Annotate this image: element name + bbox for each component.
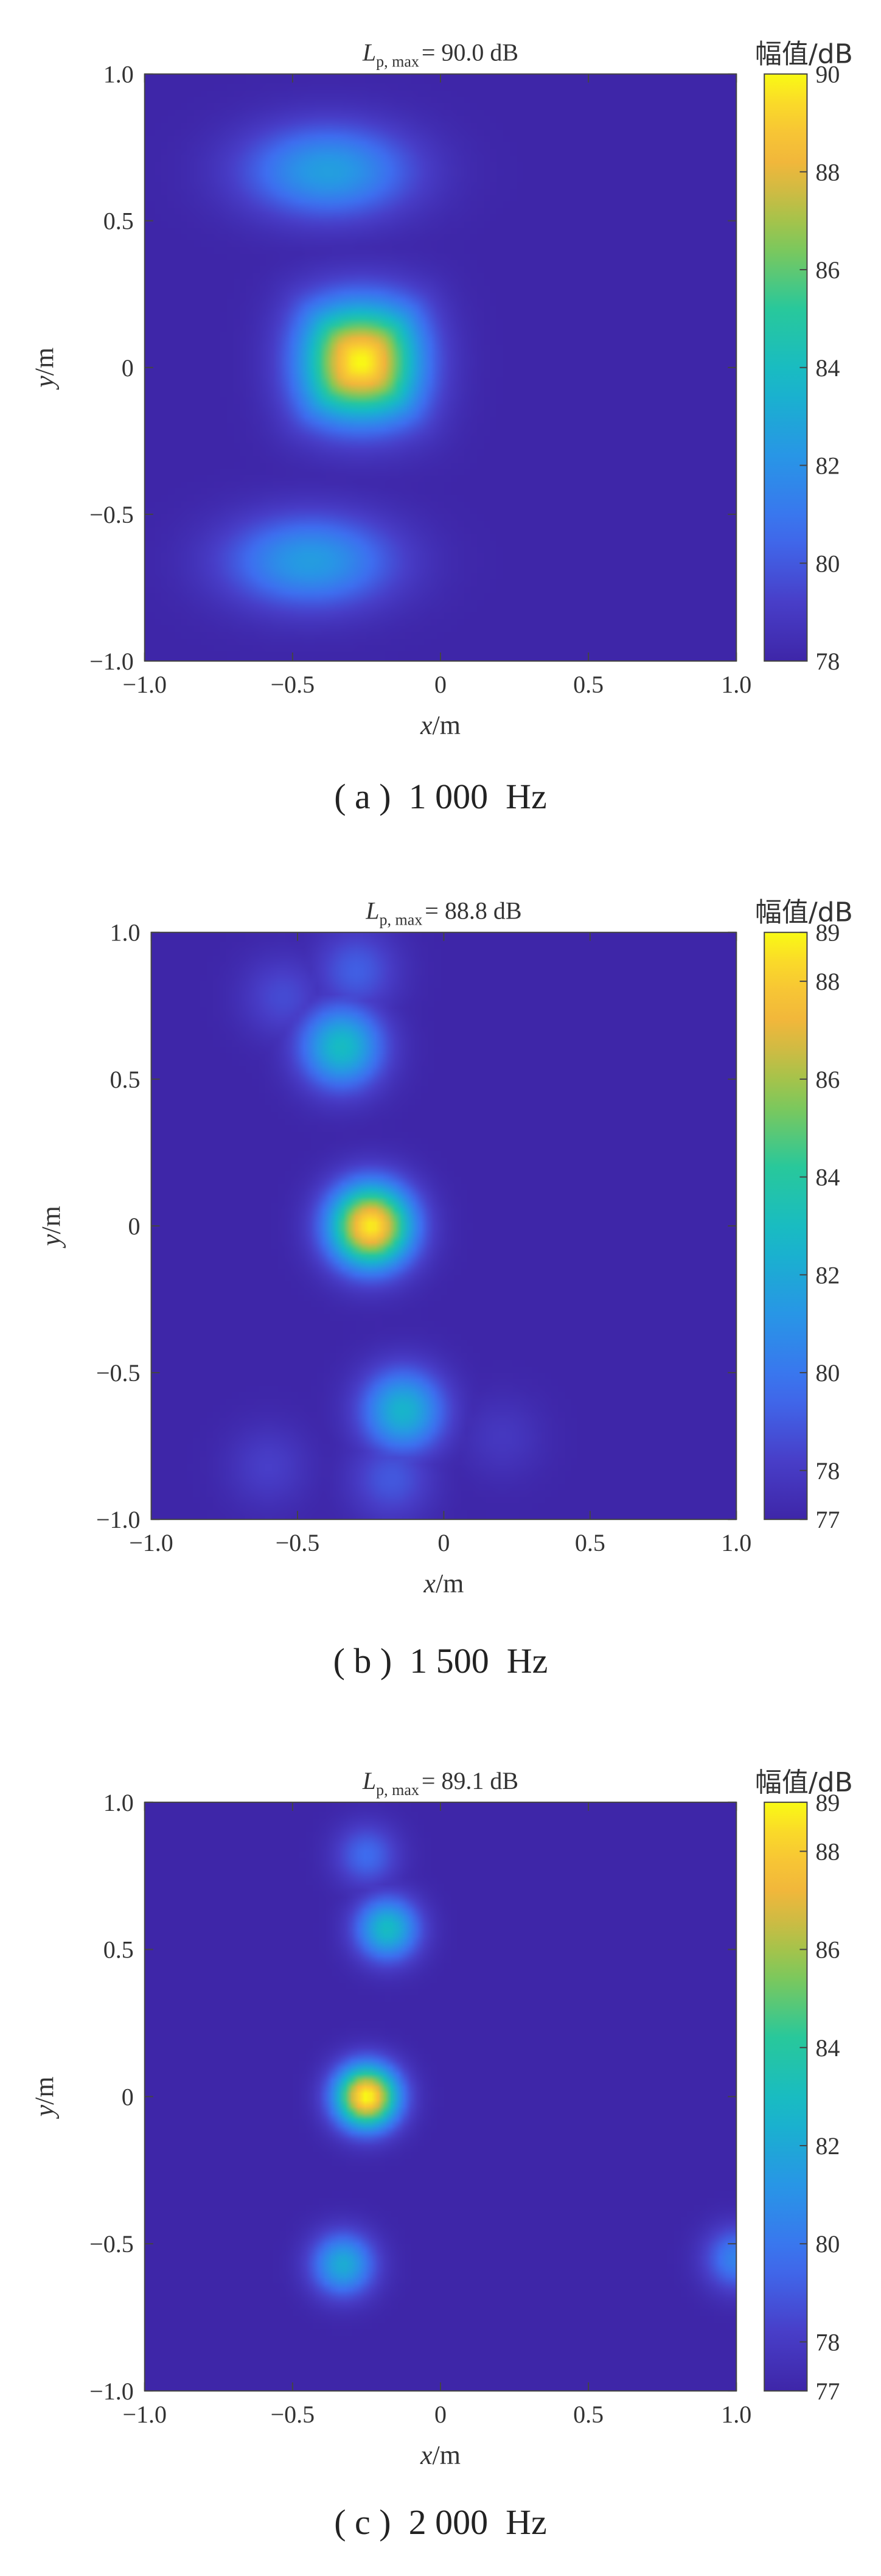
x-axis-label: x/m xyxy=(420,710,461,740)
colorbar-tick-label: 84 xyxy=(815,2034,840,2062)
y-tick-label: −1.0 xyxy=(96,1506,141,1533)
x-tick-label: −0.5 xyxy=(271,671,315,698)
colorbar-tick-label: 77 xyxy=(815,2378,840,2405)
colorbar-label: 幅值/dB xyxy=(755,897,853,928)
colorbar-tick-label: 86 xyxy=(815,256,840,284)
caption-b: ( b ) 1 500 Hz xyxy=(333,1641,548,1681)
x-tick-label: 1.0 xyxy=(721,671,751,698)
x-tick-label: 0.5 xyxy=(575,1529,605,1556)
colorbar-tick-label: 89 xyxy=(815,1789,840,1816)
y-tick-label: 0.5 xyxy=(103,1936,134,1964)
heatmap-chart-1: Lp, max = 88.8 dB −1.0 −0.5 0 0.5 1.0 1.0 0.5 0 −0… xyxy=(37,897,853,1598)
chart-panel-b: Lp, max = 88.8 dB −1.0 −0.5 0 0.5 1.0 1.0 0.5 0 −0… xyxy=(0,858,881,1715)
x-tick-label: 1.0 xyxy=(721,2401,751,2428)
colorbar-label: 幅值/dB xyxy=(755,39,853,70)
x-tick-label: −1.0 xyxy=(122,2401,167,2428)
colorbar-tick-label: 80 xyxy=(815,2230,840,2258)
colorbar-tick-label: 80 xyxy=(815,550,840,577)
y-tick-label: 0 xyxy=(128,1213,141,1240)
y-tick-label: 0 xyxy=(122,354,134,382)
x-axis-label: x/m xyxy=(423,1569,464,1598)
colorbar-tick-label: 82 xyxy=(815,1261,840,1289)
y-tick-label: 0 xyxy=(122,2083,134,2110)
chart-title: Lp, max = 88.8 dB xyxy=(365,897,521,929)
colorbar-tick-label: 89 xyxy=(815,919,840,947)
y-tick-label: 1.0 xyxy=(103,1789,134,1816)
x-tick-label: −0.5 xyxy=(276,1529,320,1556)
caption-c: ( c ) 2 000 Hz xyxy=(334,2502,547,2542)
caption-a: ( a ) 1 000 Hz xyxy=(334,777,547,816)
y-tick-label: −0.5 xyxy=(89,2230,134,2258)
y-tick-label: 1.0 xyxy=(110,919,141,947)
x-tick-label: 0 xyxy=(437,1529,450,1556)
y-tick-label: 1.0 xyxy=(103,61,134,88)
colorbar-tick-label: 78 xyxy=(815,1457,840,1485)
colorbar-label: 幅值/dB xyxy=(755,1767,853,1798)
y-tick-label: −0.5 xyxy=(89,501,134,528)
heatmap-field xyxy=(144,74,737,662)
colorbar-tick-label: 84 xyxy=(815,354,840,382)
chart-title: Lp, max = 89.1 dB xyxy=(362,1767,518,1799)
chart-panel-a: Lp, max = 90.0 dB −1.0 −0.5 0 0.5 1.0 1.0 0.5 0 −0… xyxy=(0,0,881,858)
colorbar-tick-label: 86 xyxy=(815,1936,840,1964)
heatmap-chart-2: Lp, max = 89.1 dB −1.0 −0.5 0 0.5 1.0 1.0 0.5 0 −0… xyxy=(30,1767,853,2470)
colorbar-tick-label: 77 xyxy=(815,1506,840,1533)
chart-panel-c: Lp, max = 89.1 dB −1.0 −0.5 0 0.5 1.0 1.0 0.5 0 −0… xyxy=(0,1715,881,2573)
y-tick-label: 0.5 xyxy=(110,1066,141,1093)
y-tick-label: −1.0 xyxy=(89,648,134,675)
colorbar-tick-label: 90 xyxy=(815,61,840,88)
colorbar-tick-label: 88 xyxy=(815,158,840,186)
x-tick-label: 0 xyxy=(434,671,447,698)
heatmap-field xyxy=(151,932,737,1520)
colorbar-tick-label: 84 xyxy=(815,1164,840,1191)
x-tick-label: −1.0 xyxy=(122,671,167,698)
colorbar-tick-label: 82 xyxy=(815,2132,840,2160)
x-tick-label: 0.5 xyxy=(573,671,604,698)
colorbar-tick-label: 78 xyxy=(815,648,840,675)
colorbar xyxy=(764,931,808,1521)
x-tick-label: 1.0 xyxy=(721,1529,751,1556)
x-tick-label: −1.0 xyxy=(129,1529,173,1556)
colorbar xyxy=(764,1801,808,2392)
x-tick-label: −0.5 xyxy=(271,2401,315,2428)
colorbar-tick-label: 78 xyxy=(815,2328,840,2356)
heatmap-field xyxy=(144,1802,737,2391)
colorbar-tick-label: 80 xyxy=(815,1359,840,1387)
colorbar-tick-label: 88 xyxy=(815,968,840,995)
heatmap-chart-0: Lp, max = 90.0 dB −1.0 −0.5 0 0.5 1.0 1.0 0.5 0 −0… xyxy=(30,39,853,740)
y-tick-label: 0.5 xyxy=(103,208,134,235)
y-axis-label: y/m xyxy=(37,1206,66,1248)
chart-title: Lp, max = 90.0 dB xyxy=(362,39,518,71)
y-tick-label: −1.0 xyxy=(89,2378,134,2405)
colorbar-tick-label: 88 xyxy=(815,1838,840,1865)
y-tick-label: −0.5 xyxy=(96,1359,141,1387)
colorbar-tick-label: 82 xyxy=(815,452,840,480)
y-axis-label: y/m xyxy=(30,2076,60,2119)
colorbar-tick-label: 86 xyxy=(815,1066,840,1093)
x-tick-label: 0 xyxy=(434,2401,447,2428)
x-axis-label: x/m xyxy=(420,2440,461,2470)
x-tick-label: 0.5 xyxy=(573,2401,604,2428)
y-axis-label: y/m xyxy=(30,348,60,390)
